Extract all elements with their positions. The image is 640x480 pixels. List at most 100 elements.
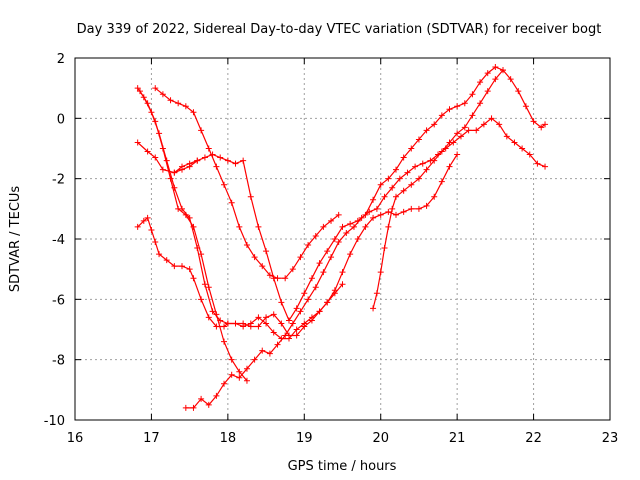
- data-point: [297, 308, 304, 315]
- data-point: [347, 220, 354, 227]
- data-point: [159, 166, 166, 173]
- data-point: [473, 127, 480, 134]
- data-point: [301, 290, 308, 297]
- data-point: [331, 236, 338, 242]
- data-point: [282, 275, 289, 282]
- data-point: [190, 223, 197, 230]
- data-point: [507, 76, 514, 83]
- data-point: [152, 239, 159, 246]
- data-point: [423, 202, 430, 209]
- data-point: [175, 100, 182, 107]
- data-point: [224, 157, 231, 164]
- data-point: [270, 329, 277, 336]
- data-point: [465, 127, 472, 134]
- data-point: [412, 163, 419, 170]
- data-point: [446, 106, 453, 113]
- data-point: [343, 229, 350, 236]
- data-point: [431, 121, 438, 128]
- data-point: [301, 323, 308, 330]
- data-point: [519, 145, 526, 152]
- data-point: [289, 266, 296, 273]
- x-tick-label: 22: [525, 431, 542, 446]
- data-point: [134, 223, 141, 230]
- data-point: [423, 127, 430, 134]
- data-point: [232, 160, 239, 167]
- data-point: [534, 160, 541, 167]
- data-point: [484, 88, 491, 95]
- data-point: [144, 214, 151, 221]
- data-point: [454, 103, 461, 110]
- grid: [75, 58, 610, 420]
- data-point: [152, 85, 159, 92]
- data-point: [408, 205, 415, 212]
- data-point: [488, 115, 495, 122]
- data-point: [282, 332, 289, 339]
- data-point: [415, 175, 422, 182]
- data-point: [209, 151, 216, 158]
- x-tick-label: 16: [67, 431, 84, 446]
- data-point: [213, 392, 220, 399]
- data-point: [293, 305, 300, 312]
- data-point: [370, 196, 377, 203]
- data-point: [278, 320, 285, 327]
- data-point: [500, 67, 506, 74]
- data-point: [159, 145, 166, 152]
- data-point: [377, 269, 384, 276]
- data-point: [454, 130, 461, 137]
- data-point: [243, 365, 250, 372]
- x-axis-label: GPS time / hours: [288, 459, 397, 474]
- axis-ticks: 16 17 18 19 20 21 22 23 -10 -8 -6 -4 -2 0 2: [44, 52, 619, 446]
- data-point: [305, 296, 312, 303]
- data-point: [542, 121, 549, 128]
- data-point: [266, 350, 273, 357]
- data-point: [446, 139, 453, 146]
- data-point: [511, 139, 518, 146]
- data-point: [393, 166, 399, 173]
- data-point: [373, 290, 380, 297]
- series-arc-8: [370, 67, 506, 312]
- data-point: [404, 169, 411, 176]
- data-point: [190, 275, 197, 282]
- data-point: [503, 133, 510, 140]
- data-point: [221, 181, 228, 188]
- data-point: [224, 320, 231, 327]
- series-arc-7: [182, 115, 549, 411]
- data-point: [213, 163, 220, 170]
- y-tick-label: -2: [52, 173, 65, 188]
- data-point: [312, 284, 319, 291]
- data-point: [186, 266, 193, 273]
- data-point: [373, 205, 380, 212]
- data-point: [163, 257, 170, 264]
- data-point: [335, 239, 342, 246]
- data-point: [419, 160, 426, 167]
- x-tick-label: 21: [449, 431, 466, 446]
- data-point: [270, 275, 277, 282]
- data-point: [205, 401, 212, 408]
- data-point: [228, 371, 235, 378]
- data-point: [339, 269, 346, 276]
- data-point: [182, 404, 189, 411]
- data-point: [457, 133, 464, 140]
- x-tick-label: 17: [143, 431, 160, 446]
- data-point: [236, 374, 243, 381]
- data-point: [259, 347, 266, 354]
- data-point: [438, 148, 445, 155]
- data-point: [144, 100, 151, 107]
- data-point: [339, 223, 346, 230]
- data-point: [156, 251, 163, 258]
- data-point: [381, 193, 388, 200]
- data-point: [182, 103, 189, 110]
- data-point: [243, 377, 250, 384]
- data-point: [152, 154, 159, 161]
- x-tick-label: 19: [296, 431, 313, 446]
- data-point: [140, 217, 147, 224]
- data-point: [308, 317, 315, 324]
- data-point: [393, 211, 399, 218]
- data-point: [194, 157, 201, 164]
- data-point: [263, 314, 270, 321]
- data-point: [175, 205, 182, 212]
- data-point: [274, 341, 281, 348]
- y-tick-label: -10: [44, 414, 65, 429]
- data-point: [308, 275, 315, 282]
- data-point: [542, 163, 549, 170]
